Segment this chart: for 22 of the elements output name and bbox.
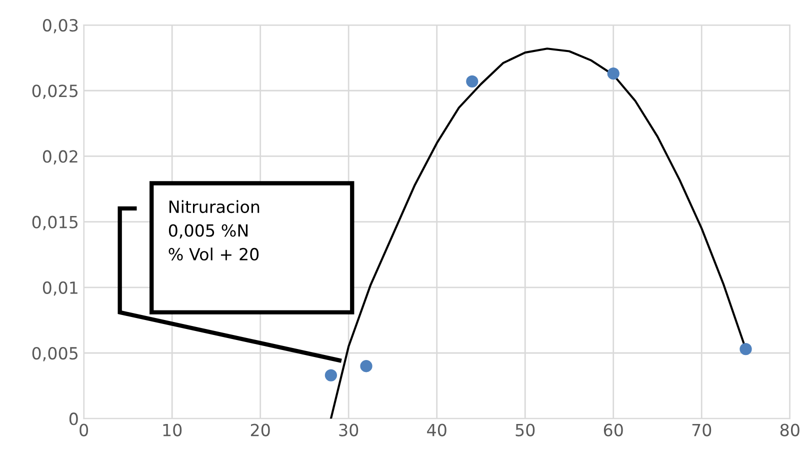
point xyxy=(466,75,478,88)
x-tick-label: 80 xyxy=(780,424,800,436)
y-tick-label: 0,02 xyxy=(42,150,78,164)
y-tick-label: 0,005 xyxy=(32,346,78,362)
point xyxy=(360,360,372,372)
x-tick-label: 40 xyxy=(427,424,446,436)
y-tick-label: 0,015 xyxy=(32,216,78,230)
y-tick-label: 0,025 xyxy=(32,84,78,99)
x-tick-label: 0 xyxy=(80,424,88,436)
y-tick-label: 0,03 xyxy=(42,18,78,34)
x-tick-label: 70 xyxy=(692,424,712,436)
x-tick-label: 60 xyxy=(604,424,623,436)
point xyxy=(740,342,752,356)
x-tick-label: 10 xyxy=(163,424,182,436)
point xyxy=(607,67,620,80)
annotation: Nitruracion 0,005 %N % Vol + 20 xyxy=(168,200,260,261)
point xyxy=(324,369,338,382)
x-tick-label: 50 xyxy=(516,424,535,436)
x-tick-label: 20 xyxy=(250,424,270,436)
y-tick-label: 0,01 xyxy=(42,281,78,296)
x-tick-label: 30 xyxy=(339,424,358,436)
y-tick-label: 0 xyxy=(69,412,78,426)
